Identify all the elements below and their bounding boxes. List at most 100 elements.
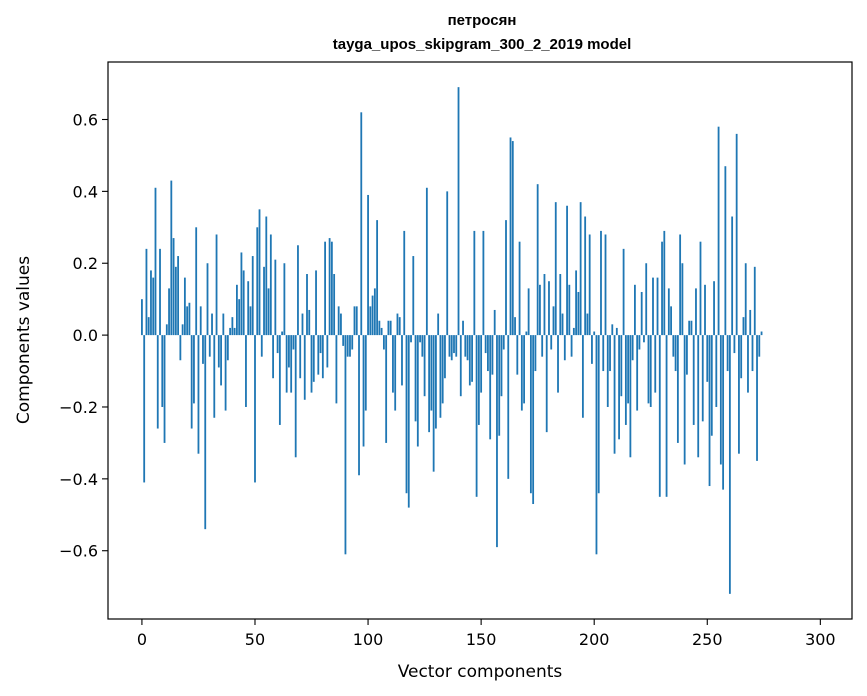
bar-2 xyxy=(145,248,148,336)
bar-43 xyxy=(238,299,241,336)
bar-21 xyxy=(188,302,191,336)
bar-46 xyxy=(245,335,247,407)
bar-64 xyxy=(285,335,288,393)
y-axis-ticks: −0.6 −0.4 −0.2 0.0 0.2 0.4 0.6 xyxy=(59,110,108,561)
bar-247 xyxy=(699,241,702,336)
bar-167 xyxy=(518,241,521,336)
bar-118 xyxy=(407,335,410,508)
bar-262 xyxy=(733,335,736,354)
bar-216 xyxy=(629,335,632,458)
bar-140 xyxy=(457,87,460,336)
bar-207 xyxy=(609,335,611,372)
bar-45 xyxy=(242,270,245,336)
bar-48 xyxy=(249,306,252,336)
bar-117 xyxy=(405,335,408,494)
bar-63 xyxy=(283,263,286,336)
bar-147 xyxy=(473,230,476,336)
bar-9 xyxy=(161,335,164,407)
bar-198 xyxy=(588,234,591,336)
bar-161 xyxy=(505,220,507,336)
bar-249 xyxy=(704,284,706,336)
bar-143 xyxy=(464,335,467,357)
bar-39 xyxy=(229,327,232,336)
bar-69 xyxy=(297,245,299,336)
bar-122 xyxy=(416,335,419,447)
bar-70 xyxy=(299,335,302,379)
bar-160 xyxy=(502,335,505,350)
bar-196 xyxy=(584,216,587,336)
y-tick-label: 0.4 xyxy=(73,182,98,201)
bar-114 xyxy=(398,317,401,336)
bar-26 xyxy=(199,306,202,336)
bar-8 xyxy=(159,248,161,336)
bar-242 xyxy=(688,320,691,336)
bar-163 xyxy=(509,137,512,336)
bar-245 xyxy=(695,288,697,336)
bar-182 xyxy=(552,306,555,336)
bar-192 xyxy=(575,270,578,336)
bar-38 xyxy=(226,335,229,361)
bar-120 xyxy=(412,256,415,336)
bar-162 xyxy=(507,335,510,479)
bar-97 xyxy=(360,112,363,336)
y-tick-label: −0.4 xyxy=(59,470,98,489)
bar-119 xyxy=(410,335,412,343)
x-tick-label: 250 xyxy=(692,630,723,649)
bar-115 xyxy=(401,335,403,386)
bar-254 xyxy=(715,335,718,407)
bar-274 xyxy=(760,331,763,336)
bar-116 xyxy=(403,230,406,336)
bar-86 xyxy=(335,335,338,404)
bar-267 xyxy=(744,263,747,336)
bar-183 xyxy=(554,202,557,336)
bar-255 xyxy=(717,126,720,336)
bar-66 xyxy=(290,335,293,393)
bar-253 xyxy=(713,281,715,336)
bar-52 xyxy=(258,209,261,336)
bar-157 xyxy=(496,335,498,548)
bar-73 xyxy=(306,274,308,336)
bar-209 xyxy=(613,335,616,454)
bar-264 xyxy=(738,335,740,454)
bar-150 xyxy=(480,335,483,393)
chart-subtitle: tayga_upos_skipgram_300_2_2019 model xyxy=(333,36,632,53)
bar-186 xyxy=(561,313,564,336)
bar-246 xyxy=(697,335,700,458)
bar-153 xyxy=(487,335,489,372)
bar-14 xyxy=(172,238,175,336)
bar-172 xyxy=(529,335,532,494)
bar-88 xyxy=(340,313,342,336)
bar-22 xyxy=(190,335,193,429)
bar-206 xyxy=(606,335,609,407)
bar-165 xyxy=(514,317,516,336)
x-axis-label: Vector components xyxy=(398,662,563,682)
bar-94 xyxy=(353,306,356,336)
bar-134 xyxy=(444,335,446,379)
bar-200 xyxy=(593,331,596,336)
bar-217 xyxy=(631,335,634,361)
bar-78 xyxy=(317,335,320,375)
bar-99 xyxy=(364,335,367,411)
bar-57 xyxy=(269,234,272,336)
bar-106 xyxy=(380,327,383,336)
bar-159 xyxy=(500,335,503,397)
bar-265 xyxy=(740,335,743,379)
bar-103 xyxy=(373,288,376,336)
bar-83 xyxy=(328,238,331,336)
bar-135 xyxy=(446,191,449,336)
bar-96 xyxy=(358,335,360,476)
bar-112 xyxy=(394,335,397,411)
bar-101 xyxy=(369,306,372,336)
x-axis-ticks: 0 50 100 150 200 250 300 xyxy=(137,619,836,649)
bar-193 xyxy=(577,291,580,336)
bar-219 xyxy=(636,335,639,411)
bar-239 xyxy=(681,263,684,336)
bar-259 xyxy=(726,335,729,372)
bar-29 xyxy=(206,263,209,336)
bar-132 xyxy=(439,335,442,418)
bar-236 xyxy=(674,335,677,372)
bar-152 xyxy=(484,335,487,354)
bar-270 xyxy=(751,335,754,372)
bar-168 xyxy=(520,335,523,411)
